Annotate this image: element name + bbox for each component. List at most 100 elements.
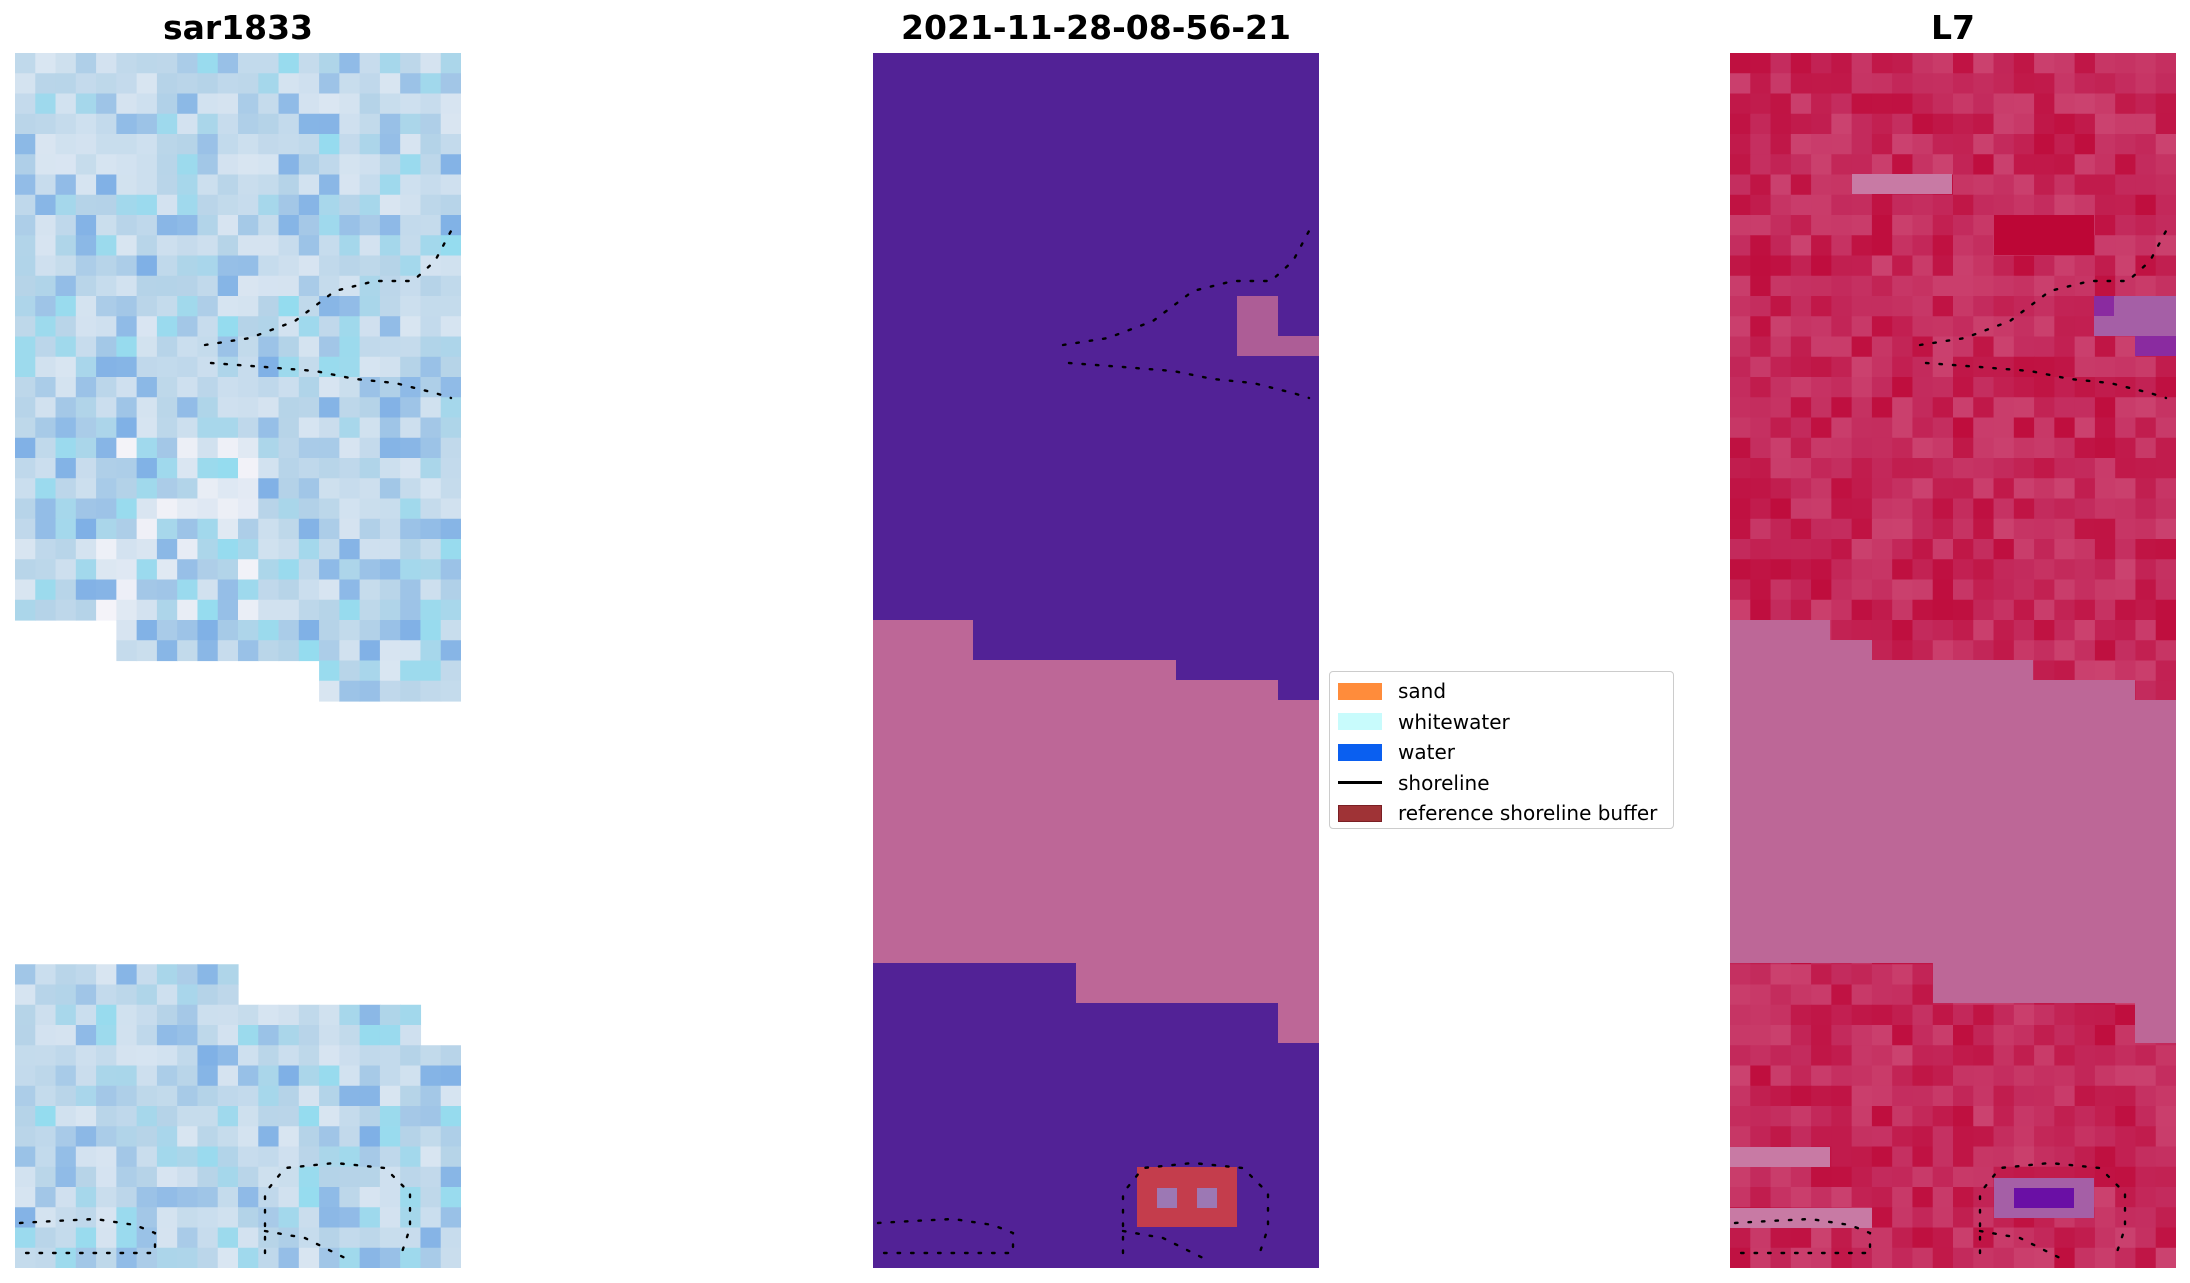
sar-pixel (278, 559, 300, 581)
l7-pixel (1831, 478, 1853, 500)
sar-pixel (278, 1045, 300, 1067)
sar-pixel (35, 53, 57, 74)
sar-pixel (136, 174, 158, 196)
l7-pixel (1932, 296, 1954, 317)
sar-pixel (55, 275, 77, 297)
sar-pixel (379, 518, 401, 540)
sar-pixel (359, 296, 381, 317)
sar-pixel (278, 336, 300, 358)
l7-pixel (1811, 437, 1832, 459)
sar-pixel (75, 235, 97, 257)
sar-pixel (55, 599, 77, 621)
l7-buffer-core (2014, 1188, 2074, 1208)
l7-pixel (2094, 93, 2116, 115)
sar-pixel (177, 458, 199, 479)
l7-pixel (1831, 518, 1853, 540)
l7-pixel (1851, 296, 1873, 317)
l7-pixel (2034, 417, 2055, 439)
sar-pixel (440, 134, 461, 155)
sar-pixel (177, 154, 199, 176)
sar-pixel (319, 296, 340, 317)
l7-purple-pixel (2135, 336, 2176, 356)
l7-pixel (2034, 518, 2055, 540)
sar-pixel (35, 478, 57, 500)
sar-pixel (319, 53, 340, 74)
sar-pixel (298, 417, 320, 439)
l7-pixel (1851, 316, 1873, 338)
l7-pixel (1932, 194, 1954, 216)
sar-pixel (420, 437, 442, 459)
l7-pixel (2054, 1004, 2076, 1026)
classification-image (873, 53, 1319, 1268)
sar-pixel (278, 498, 300, 520)
sar-pixel (75, 1045, 97, 1067)
l7-pixel (1973, 1065, 1995, 1087)
l7-pixel (2155, 1247, 2176, 1268)
l7-pixel (2155, 1187, 2176, 1208)
l7-pixel (2155, 599, 2176, 621)
sar-pixel (359, 498, 381, 520)
sar-pixel (177, 397, 199, 419)
l7-pixel (2034, 296, 2055, 317)
sar-pixel (278, 1106, 300, 1127)
sar-pixel (116, 417, 138, 439)
sar-pixel (319, 93, 340, 115)
l7-pixel (2155, 255, 2176, 277)
l7-pixel (1831, 356, 1853, 378)
l7-pixel (1912, 1146, 1934, 1168)
sar-pixel (339, 215, 361, 236)
sar-pixel (116, 1106, 138, 1127)
sar-pixel (278, 1085, 300, 1107)
sar-pixel (278, 255, 300, 277)
sar-pixel (55, 1187, 77, 1208)
sar-pixel (420, 53, 442, 74)
l7-pixel (1912, 397, 1934, 419)
l7-pixel (1912, 296, 1934, 317)
l7-pixel (1790, 1025, 1812, 1046)
sar-pixel (440, 680, 461, 702)
sar-pixel (136, 134, 158, 155)
sar-pixel (400, 1166, 422, 1188)
sar-pixel (278, 1004, 300, 1026)
sar-pixel (420, 215, 442, 236)
l7-pixel (2155, 620, 2176, 641)
l7-pixel (1730, 194, 1751, 216)
sar-pixel (116, 194, 138, 216)
sar-pixel (339, 1004, 361, 1026)
sar-pixel (359, 518, 381, 540)
l7-pixel (1953, 215, 1974, 236)
l7-pixel (2115, 255, 2137, 277)
sar-pixel (379, 640, 401, 662)
l7-pixel (2074, 1065, 2096, 1087)
l7-pixel (1932, 134, 1954, 155)
l7-pixel (2013, 640, 2035, 662)
sar-pixel (379, 1207, 401, 1229)
sar-pixel (197, 458, 219, 479)
sar-pixel (177, 1085, 199, 1107)
sar-pixel (35, 599, 57, 621)
l7-pixel (1730, 539, 1751, 560)
l7-pixel (2034, 1085, 2055, 1107)
l7-pixel (1973, 194, 1995, 216)
sar-pixel (400, 1227, 422, 1249)
l7-pixel (1750, 194, 1772, 216)
l7-pixel (2054, 356, 2076, 378)
sar-pixel (75, 1126, 97, 1148)
sar-pixel (217, 377, 239, 398)
sar-pixel (156, 1004, 178, 1026)
sar-pixel (339, 478, 361, 500)
sar-pixel (75, 417, 97, 439)
l7-pixel (2013, 134, 2035, 155)
sar-pixel (177, 1045, 199, 1067)
sar-pixel (75, 134, 97, 155)
sar-pixel (15, 1004, 36, 1026)
sar-pixel (400, 134, 422, 155)
sar-pixel (55, 518, 77, 540)
l7-pixel (1851, 518, 1873, 540)
l7-pixel (1912, 1045, 1934, 1067)
sar-pixel (136, 640, 158, 662)
sar-pixel (35, 1146, 57, 1168)
sar-pixel (96, 1187, 117, 1208)
sar-pixel (298, 1146, 320, 1168)
l7-pixel (1993, 458, 2015, 479)
